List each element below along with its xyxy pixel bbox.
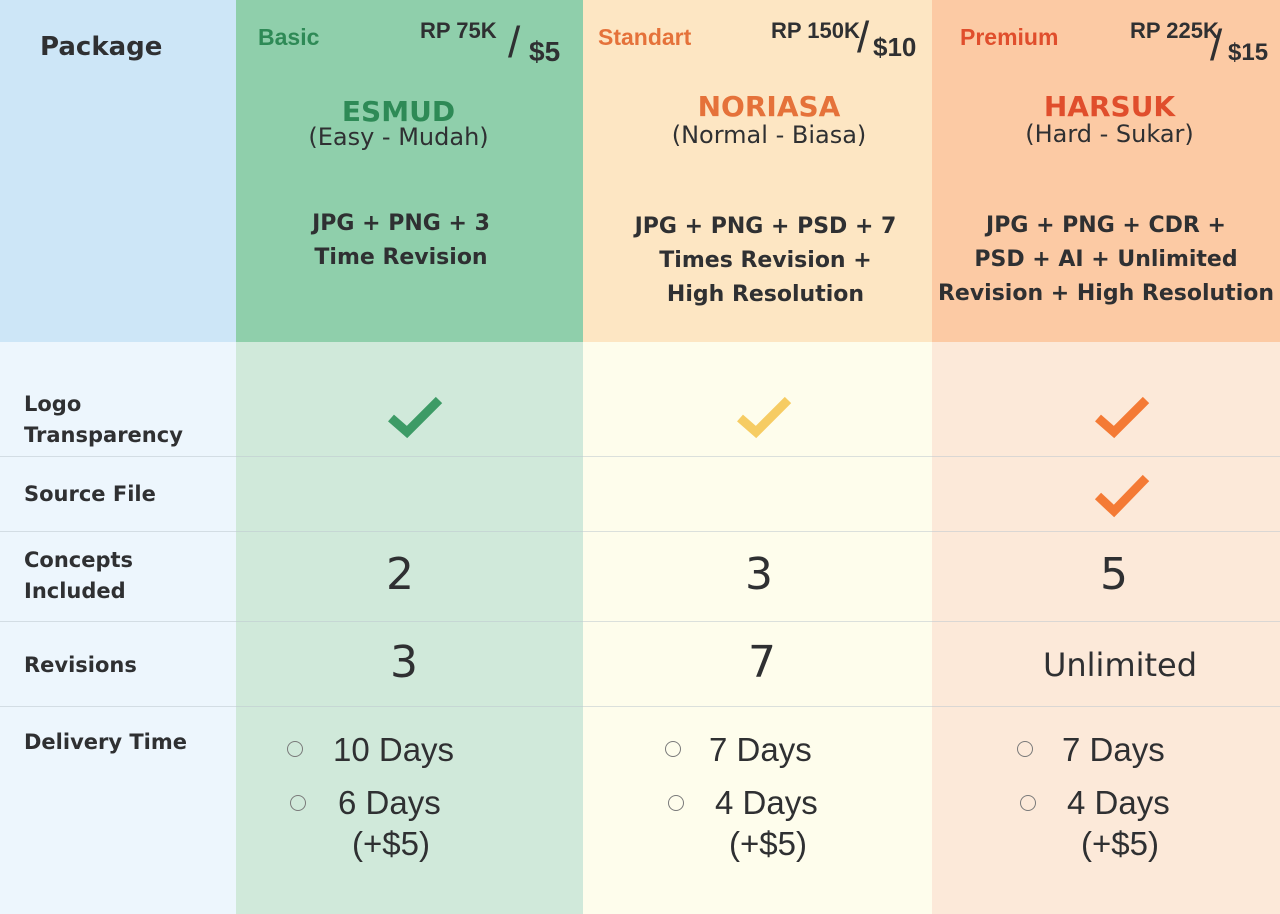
feature-label-column xyxy=(0,342,236,914)
package-header-cell xyxy=(0,0,236,342)
standard-delivery-option-2-extra: (+$5) xyxy=(729,825,807,862)
standard-price-slash: / xyxy=(857,13,870,62)
premium-tier-label: Premium xyxy=(960,24,1059,50)
row-label-line: Logo xyxy=(24,392,82,416)
description-line: JPG + PNG + 3 xyxy=(312,211,490,236)
row-label-logo-transparency: Logo Transparency xyxy=(24,389,183,451)
standard-delivery-option-1-radio[interactable] xyxy=(665,741,681,757)
row-label-revisions: Revisions xyxy=(24,653,137,677)
description-line: JPG + PNG + PSD + 7 xyxy=(634,214,897,239)
standard-price-local: RP 150K xyxy=(771,18,860,43)
standard-column xyxy=(583,342,932,914)
basic-plan-description: JPG + PNG + 3 Time Revision xyxy=(236,207,566,275)
description-line: Time Revision xyxy=(314,245,488,270)
standard-plan-subtitle: (Normal - Biasa) xyxy=(671,121,867,149)
premium-price-slash: / xyxy=(1210,21,1223,70)
premium-concepts-value: 5 xyxy=(1100,549,1128,600)
standard-revisions-value: 7 xyxy=(748,637,776,688)
check-icon-standard-logo-transparency xyxy=(737,396,792,439)
standard-concepts-value: 3 xyxy=(745,549,773,600)
row-label-line: Concepts xyxy=(24,548,134,572)
row-label-line: Transparency xyxy=(24,423,183,447)
basic-price-usd: $5 xyxy=(529,36,561,67)
standard-delivery-option-2-label[interactable]: 4 Days xyxy=(715,784,818,821)
row-divider xyxy=(0,621,1280,622)
premium-delivery-option-1-radio[interactable] xyxy=(1017,741,1033,757)
premium-plan-name: HARSUK xyxy=(1043,90,1176,123)
standard-price-usd: $10 xyxy=(873,32,917,62)
basic-header-cell xyxy=(236,0,583,342)
standard-plan-name: NORIASA xyxy=(697,90,841,123)
basic-delivery-option-2-label[interactable]: 6 Days xyxy=(338,784,441,821)
premium-header-cell xyxy=(932,0,1280,342)
premium-plan-subtitle: (Hard - Sukar) xyxy=(1025,120,1194,148)
premium-delivery-option-2-radio[interactable] xyxy=(1020,795,1036,811)
premium-delivery-option-2-extra: (+$5) xyxy=(1081,825,1159,862)
row-label-delivery-time: Delivery Time xyxy=(24,730,188,754)
check-icon-premium-source-file xyxy=(1094,474,1150,518)
premium-column xyxy=(932,342,1280,914)
basic-revisions-value: 3 xyxy=(390,637,418,688)
premium-delivery-option-2-label[interactable]: 4 Days xyxy=(1067,784,1170,821)
premium-delivery-option-1-label[interactable]: 7 Days xyxy=(1062,731,1165,768)
basic-tier-label: Basic xyxy=(258,24,320,50)
basic-column xyxy=(236,342,583,914)
basic-plan-name: ESMUD xyxy=(341,95,456,128)
standard-tier-label: Standart xyxy=(598,24,692,50)
row-label-concepts-included: Concepts Included xyxy=(24,545,133,607)
basic-delivery-option-2-radio[interactable] xyxy=(290,795,306,811)
basic-delivery-option-1-radio[interactable] xyxy=(287,741,303,757)
basic-price-local: RP 75K xyxy=(420,18,497,43)
description-line: Revision + High Resolution xyxy=(937,281,1275,306)
check-icon-basic-logo-transparency xyxy=(388,396,443,439)
standard-header-cell xyxy=(583,0,932,342)
premium-revisions-value: Unlimited xyxy=(1042,646,1198,684)
package-label: Package xyxy=(40,32,163,62)
standard-plan-description: JPG + PNG + PSD + 7 Times Revision + Hig… xyxy=(583,210,948,312)
premium-plan-description: JPG + PNG + CDR + PSD + AI + Unlimited R… xyxy=(932,209,1280,311)
basic-delivery-option-2-extra: (+$5) xyxy=(352,825,430,862)
row-divider xyxy=(0,456,1280,457)
check-icon-premium-logo-transparency xyxy=(1095,396,1150,439)
description-line: PSD + AI + Unlimited xyxy=(974,247,1238,272)
row-label-source-file: Source File xyxy=(24,482,156,506)
premium-price-usd: $15 xyxy=(1228,39,1269,66)
basic-delivery-option-1-label[interactable]: 10 Days xyxy=(333,731,455,768)
description-line: High Resolution xyxy=(666,282,865,307)
basic-concepts-value: 2 xyxy=(386,549,414,600)
basic-price-slash: / xyxy=(508,18,521,67)
basic-plan-subtitle: (Easy - Mudah) xyxy=(308,123,489,151)
row-divider xyxy=(0,531,1280,532)
standard-delivery-option-2-radio[interactable] xyxy=(668,795,684,811)
premium-price-local: RP 225K xyxy=(1130,18,1219,43)
standard-delivery-option-1-label[interactable]: 7 Days xyxy=(709,731,812,768)
description-line: Times Revision + xyxy=(659,248,872,273)
row-divider xyxy=(0,706,1280,707)
description-line: JPG + PNG + CDR + xyxy=(986,213,1226,238)
row-label-line: Included xyxy=(24,579,126,603)
